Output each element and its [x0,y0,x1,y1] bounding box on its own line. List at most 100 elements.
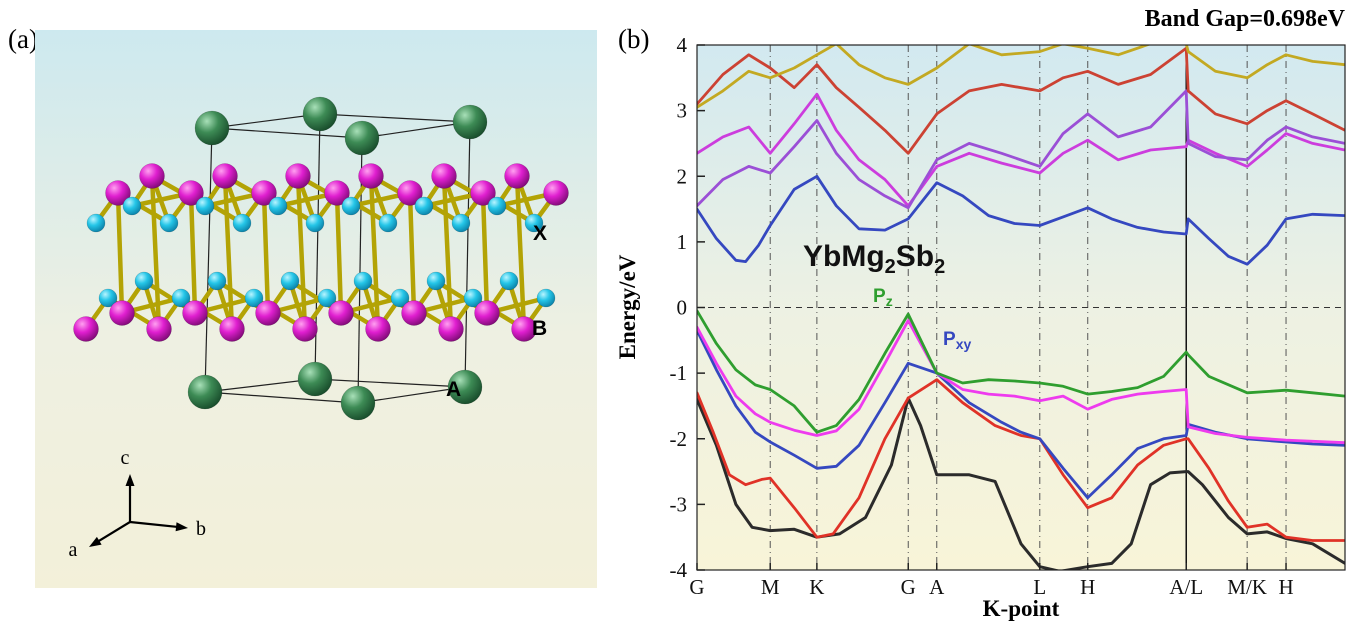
y-tick-label: -1 [670,361,688,385]
atom-mg [401,300,427,326]
bond [261,190,271,316]
atom-sb [159,213,179,233]
unit-cell-bottom-face [204,378,466,404]
atom-sb [451,213,471,233]
axis-label-c: c [121,447,130,469]
k-point-label: M/K [1227,575,1267,599]
atom-sb [426,271,446,291]
crystal-overlay-group: X B Ac b a [69,222,548,561]
axis-arrowhead-c [125,474,135,486]
atom-sb [353,271,373,291]
atom-mg [324,180,350,206]
x-axis-label: K-point [983,596,1060,621]
atom-mg [178,180,204,206]
atom-yb [340,385,376,421]
bond [295,173,308,332]
atom-mg [105,180,131,206]
atom-mg [285,163,311,189]
axis-label-a: a [69,539,78,561]
axis-arrow-a [95,521,131,544]
atom-mg [474,300,500,326]
band-conduction-violet [697,89,1345,210]
atom-sb [280,271,300,291]
k-point-label: G [901,575,916,599]
atom-yb [344,120,380,156]
y-tick-label: -2 [670,427,688,451]
unit-cell-edge [464,121,471,388]
y-tick-label: 3 [677,99,688,123]
atom-yb [302,96,338,132]
band-conduction-blue [697,174,1345,266]
band-conduction-yellow [697,45,1345,109]
y-tick-label: 2 [677,164,688,188]
bond [441,173,454,332]
site-label-A: A [446,378,461,401]
y-axis-label: Energy/eV [615,254,640,359]
band-conduction-magenta [697,92,1345,208]
k-point-label: K [809,575,824,599]
unit-cell-top-face [211,113,471,139]
atom-mg [438,316,464,342]
atom-mg [292,316,318,342]
band-valence-magenta [697,319,1345,445]
atom-sb [317,288,337,308]
atom-sb [244,288,264,308]
k-point-label: G [689,575,704,599]
atom-mg [543,180,569,206]
band-valence-blue-pxy [697,329,1345,500]
atom-mg [470,180,496,206]
band-conduction-red [697,46,1345,155]
atom-yb [194,110,230,146]
site-label-B: B [532,317,547,340]
site-label-X: X [533,222,547,245]
atom-yb [297,361,333,397]
atom-sb [487,196,507,216]
axis-arrowhead-a [89,536,102,547]
atom-mg [255,300,281,326]
atom-mg [251,180,277,206]
bond [222,173,235,332]
pxy-orbital-label: Pxy [943,329,971,352]
atom-sb [536,288,556,308]
atom-yb [187,374,223,410]
atom-sb [122,196,142,216]
atom-sb [195,196,215,216]
y-tick-label: 1 [677,230,688,254]
atom-sb [305,213,325,233]
atom-sb [134,271,154,291]
atom-sb [499,271,519,291]
y-tick-label: -3 [670,492,688,516]
atom-mg [511,316,537,342]
atom-sb [524,213,544,233]
k-point-label: H [1278,575,1293,599]
atom-sb [86,213,106,233]
atom-yb [447,369,483,405]
atom-sb [378,213,398,233]
gridlines-group [697,45,1345,570]
atom-sb [414,196,434,216]
band-valence-green-pz [697,309,1345,434]
k-point-label: A [929,575,945,599]
atom-sb [390,288,410,308]
bond [334,190,344,316]
atom-sb [341,196,361,216]
atom-sb [207,271,227,291]
band-gap-title: Band Gap=0.698eV [1145,6,1346,32]
atom-sb [98,288,118,308]
atom-mg [358,163,384,189]
axis-arrowhead-b [175,522,188,532]
compound-label: YbMg2Sb2 [803,240,945,278]
k-point-label: H [1080,575,1095,599]
axis-label-b: b [196,518,206,540]
crystal-structure-canvas: X B Ac b a [69,96,569,561]
pz-orbital-label: Pz [873,286,893,309]
atom-mg [504,163,530,189]
panel-b-label: (b) [618,24,650,54]
bond [368,173,381,332]
atom-sb [268,196,288,216]
atom-mg [109,300,135,326]
